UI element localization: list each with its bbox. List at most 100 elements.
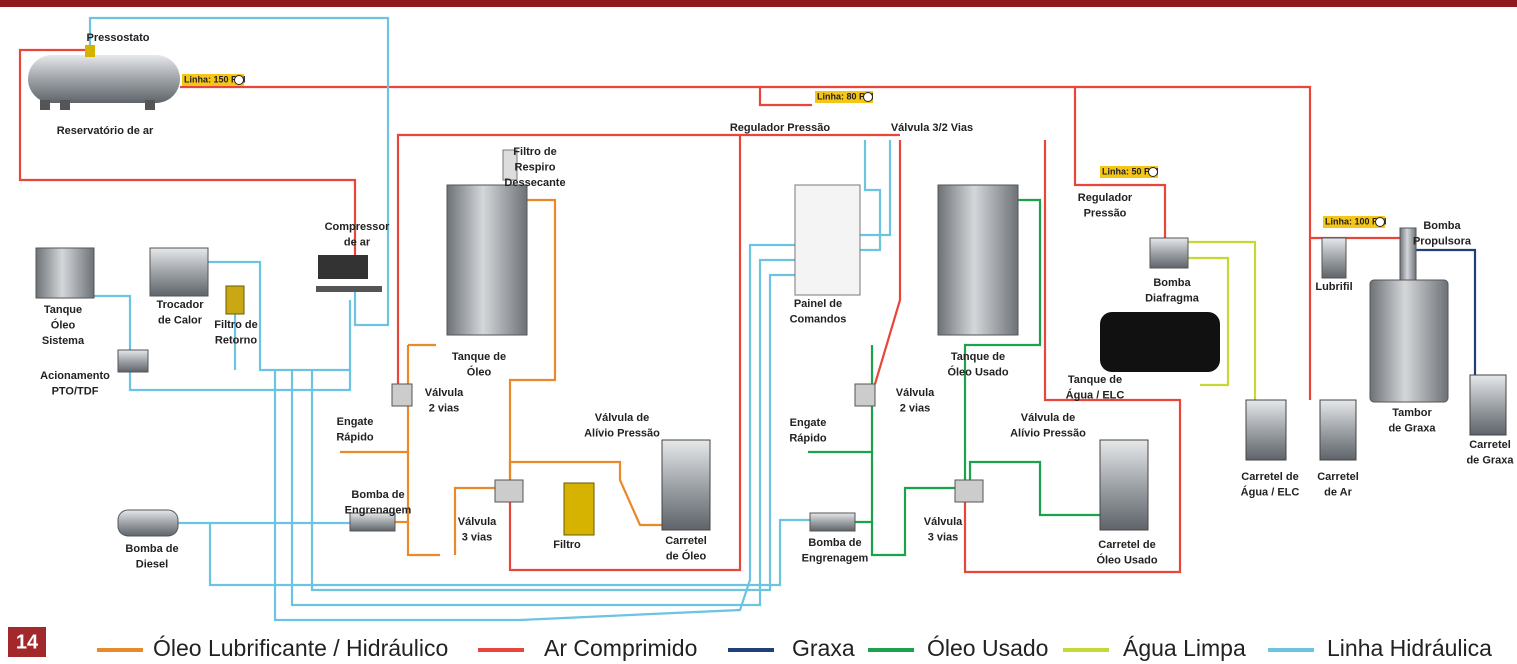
component-label: Diafragma xyxy=(1145,292,1200,304)
component-label: Tanque xyxy=(44,304,82,316)
component-label: 2 vias xyxy=(900,402,931,414)
gauge-icon xyxy=(1376,218,1385,227)
component-label: Bomba de xyxy=(351,489,404,501)
water-reel xyxy=(1246,400,1286,460)
component-label: Carretel de xyxy=(1098,539,1155,551)
component-label: Sistema xyxy=(42,335,85,347)
component-label: 2 vias xyxy=(429,402,460,414)
reservoir-foot xyxy=(60,100,70,110)
air-reservoir xyxy=(28,55,180,103)
component-label: Válvula 3/2 Vias xyxy=(891,122,973,134)
component-label: Tanque de xyxy=(452,351,506,363)
component-label: Trocador xyxy=(156,299,204,311)
diaphragm-pump xyxy=(1150,238,1188,268)
components xyxy=(28,45,1506,536)
component-label: de Graxa xyxy=(1466,454,1514,466)
component-label: Válvula xyxy=(924,516,963,528)
filter xyxy=(564,483,594,535)
legend: Óleo Lubrificante / Hidráulico Ar Comprim… xyxy=(97,635,1492,661)
component-label: PTO/TDF xyxy=(52,385,99,397)
component-label: Válvula xyxy=(896,387,935,399)
component-label: Reservatório de ar xyxy=(57,125,154,137)
heat-exchanger xyxy=(150,248,208,296)
oil-reel xyxy=(662,440,710,530)
component-label: Válvula de xyxy=(595,412,649,424)
pto xyxy=(118,350,148,372)
gear-pump xyxy=(810,513,855,531)
component-label: 3 vias xyxy=(462,531,493,543)
control-panel xyxy=(795,185,860,295)
valve-2way xyxy=(855,384,875,406)
component-label: Engrenagem xyxy=(802,552,869,564)
component-label: Engate xyxy=(790,417,827,429)
valve-3way xyxy=(495,480,523,502)
used-oil-tank xyxy=(938,185,1018,335)
reservoir-foot xyxy=(145,100,155,110)
component-label: Rápido xyxy=(336,431,374,443)
component-label: Filtro xyxy=(553,539,581,551)
return-filter xyxy=(226,286,244,314)
component-label: Bomba de xyxy=(808,537,861,549)
component-label: Água / ELC xyxy=(1241,485,1300,498)
used-oil-reel xyxy=(1100,440,1148,530)
legend-label: Graxa xyxy=(792,635,855,661)
component-label: Água / ELC xyxy=(1066,388,1125,401)
component-label: Carretel xyxy=(1317,471,1359,483)
legend-label: Óleo Lubrificante / Hidráulico xyxy=(153,635,448,661)
component-label: Tanque de xyxy=(951,351,1005,363)
component-label: Carretel xyxy=(665,535,707,547)
legend-label: Óleo Usado xyxy=(927,635,1048,661)
component-label: Engrenagem xyxy=(345,504,412,516)
component-label: Alívio Pressão xyxy=(1010,427,1086,439)
component-label: Painel de xyxy=(794,298,842,310)
component-label: Lubrifil xyxy=(1315,281,1352,293)
pipe xyxy=(408,345,440,555)
pipe xyxy=(970,462,1100,515)
labels: Pressostato Reservatório de ar Regulador P… xyxy=(40,32,1514,571)
component-label: Alívio Pressão xyxy=(584,427,660,439)
component-label: Óleo Usado xyxy=(1096,553,1157,566)
gauge-icon xyxy=(1149,168,1158,177)
component-label: de Ar xyxy=(1324,486,1352,498)
valve-3way xyxy=(955,480,983,502)
component-label: Compressor xyxy=(325,221,391,233)
page-number: 14 xyxy=(16,631,39,653)
component-label: Válvula xyxy=(458,516,497,528)
component-label: Tambor xyxy=(1392,407,1432,419)
pipe xyxy=(860,140,880,250)
component-label: Carretel xyxy=(1469,439,1511,451)
legend-label: Água Limpa xyxy=(1123,635,1246,661)
component-label: Comandos xyxy=(790,313,847,325)
component-label: Filtro de xyxy=(214,319,257,331)
component-label: Bomba xyxy=(1423,220,1461,232)
component-label: Válvula de xyxy=(1021,412,1075,424)
component-label: Válvula xyxy=(425,387,464,399)
air-reel xyxy=(1320,400,1356,460)
compressor-base xyxy=(316,286,382,292)
component-label: Bomba xyxy=(1153,277,1191,289)
component-label: Óleo xyxy=(467,365,492,378)
lubrifil xyxy=(1322,238,1346,278)
component-label: Regulador Pressão xyxy=(730,122,831,134)
component-label: Pressão xyxy=(1084,207,1127,219)
component-label: Rápido xyxy=(789,432,827,444)
system-oil-tank xyxy=(36,248,94,298)
legend-label: Ar Comprimido xyxy=(544,635,697,661)
component-label: Respiro xyxy=(515,161,556,173)
compressor xyxy=(318,255,368,279)
component-label: Retorno xyxy=(215,334,257,346)
component-label: Carretel de xyxy=(1241,471,1298,483)
component-label: de Graxa xyxy=(1388,422,1436,434)
component-label: Óleo xyxy=(51,318,76,331)
component-label: de Óleo xyxy=(666,549,707,562)
component-label: Pressostato xyxy=(87,32,150,44)
water-tank xyxy=(1100,312,1220,372)
grease-reel xyxy=(1470,375,1506,435)
pipe xyxy=(760,87,812,105)
pipe xyxy=(875,140,900,384)
component-label: de ar xyxy=(344,236,371,248)
component-label: Tanque de xyxy=(1068,374,1122,386)
gauge-icon xyxy=(235,76,244,85)
oil-tank xyxy=(447,185,527,335)
component-label: Engate xyxy=(337,416,374,428)
